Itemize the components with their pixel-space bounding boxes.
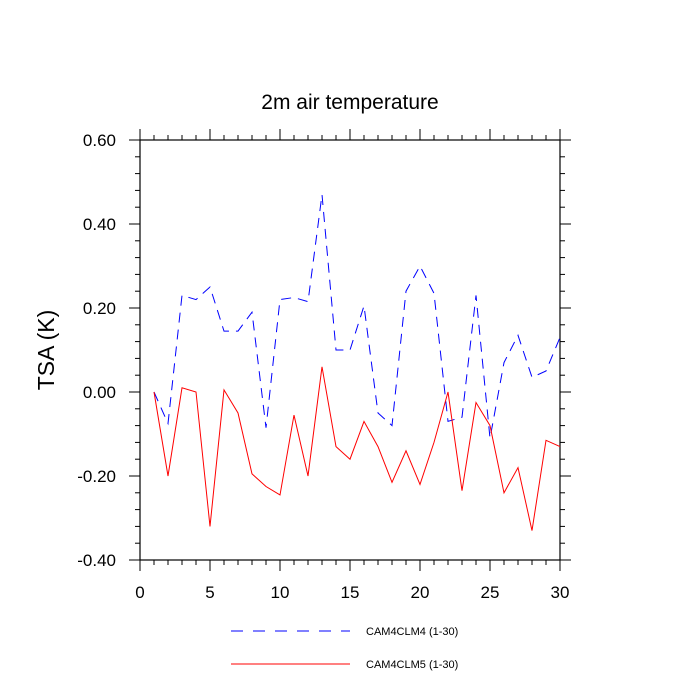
legend: CAM4CLM4 (1-30) CAM4CLM5 (1-30) (231, 626, 458, 671)
y-tick-label: 0.60 (83, 131, 116, 150)
x-tick-label: 30 (551, 583, 570, 602)
y-tick-label: 0.40 (83, 215, 116, 234)
series-line-1 (153, 194, 561, 439)
series-line-2 (153, 366, 561, 531)
legend-label-2: CAM4CLM5 (1-30) (366, 659, 458, 671)
x-tick-label: 0 (135, 583, 144, 602)
x-tick-label: 10 (271, 583, 290, 602)
legend-label-1: CAM4CLM4 (1-30) (366, 626, 458, 638)
y-tick-label: -0.40 (77, 551, 116, 570)
x-tick-label: 20 (411, 583, 430, 602)
y-tick-label: 0.00 (83, 383, 116, 402)
x-tick-label: 25 (481, 583, 500, 602)
y-axis-title: TSA (K) (33, 310, 59, 391)
plot-frame (139, 139, 561, 561)
plot-area: 0 5 10 15 20 25 30 -0.40 -0.20 0.00 0.20 0.40 0.60 (77, 129, 571, 602)
chart-title: 2m air temperature (261, 91, 438, 114)
y-tick-label: -0.20 (77, 467, 116, 486)
x-tick-label: 5 (205, 583, 214, 602)
x-tick-label: 15 (341, 583, 360, 602)
y-tick-label: 0.20 (83, 299, 116, 318)
